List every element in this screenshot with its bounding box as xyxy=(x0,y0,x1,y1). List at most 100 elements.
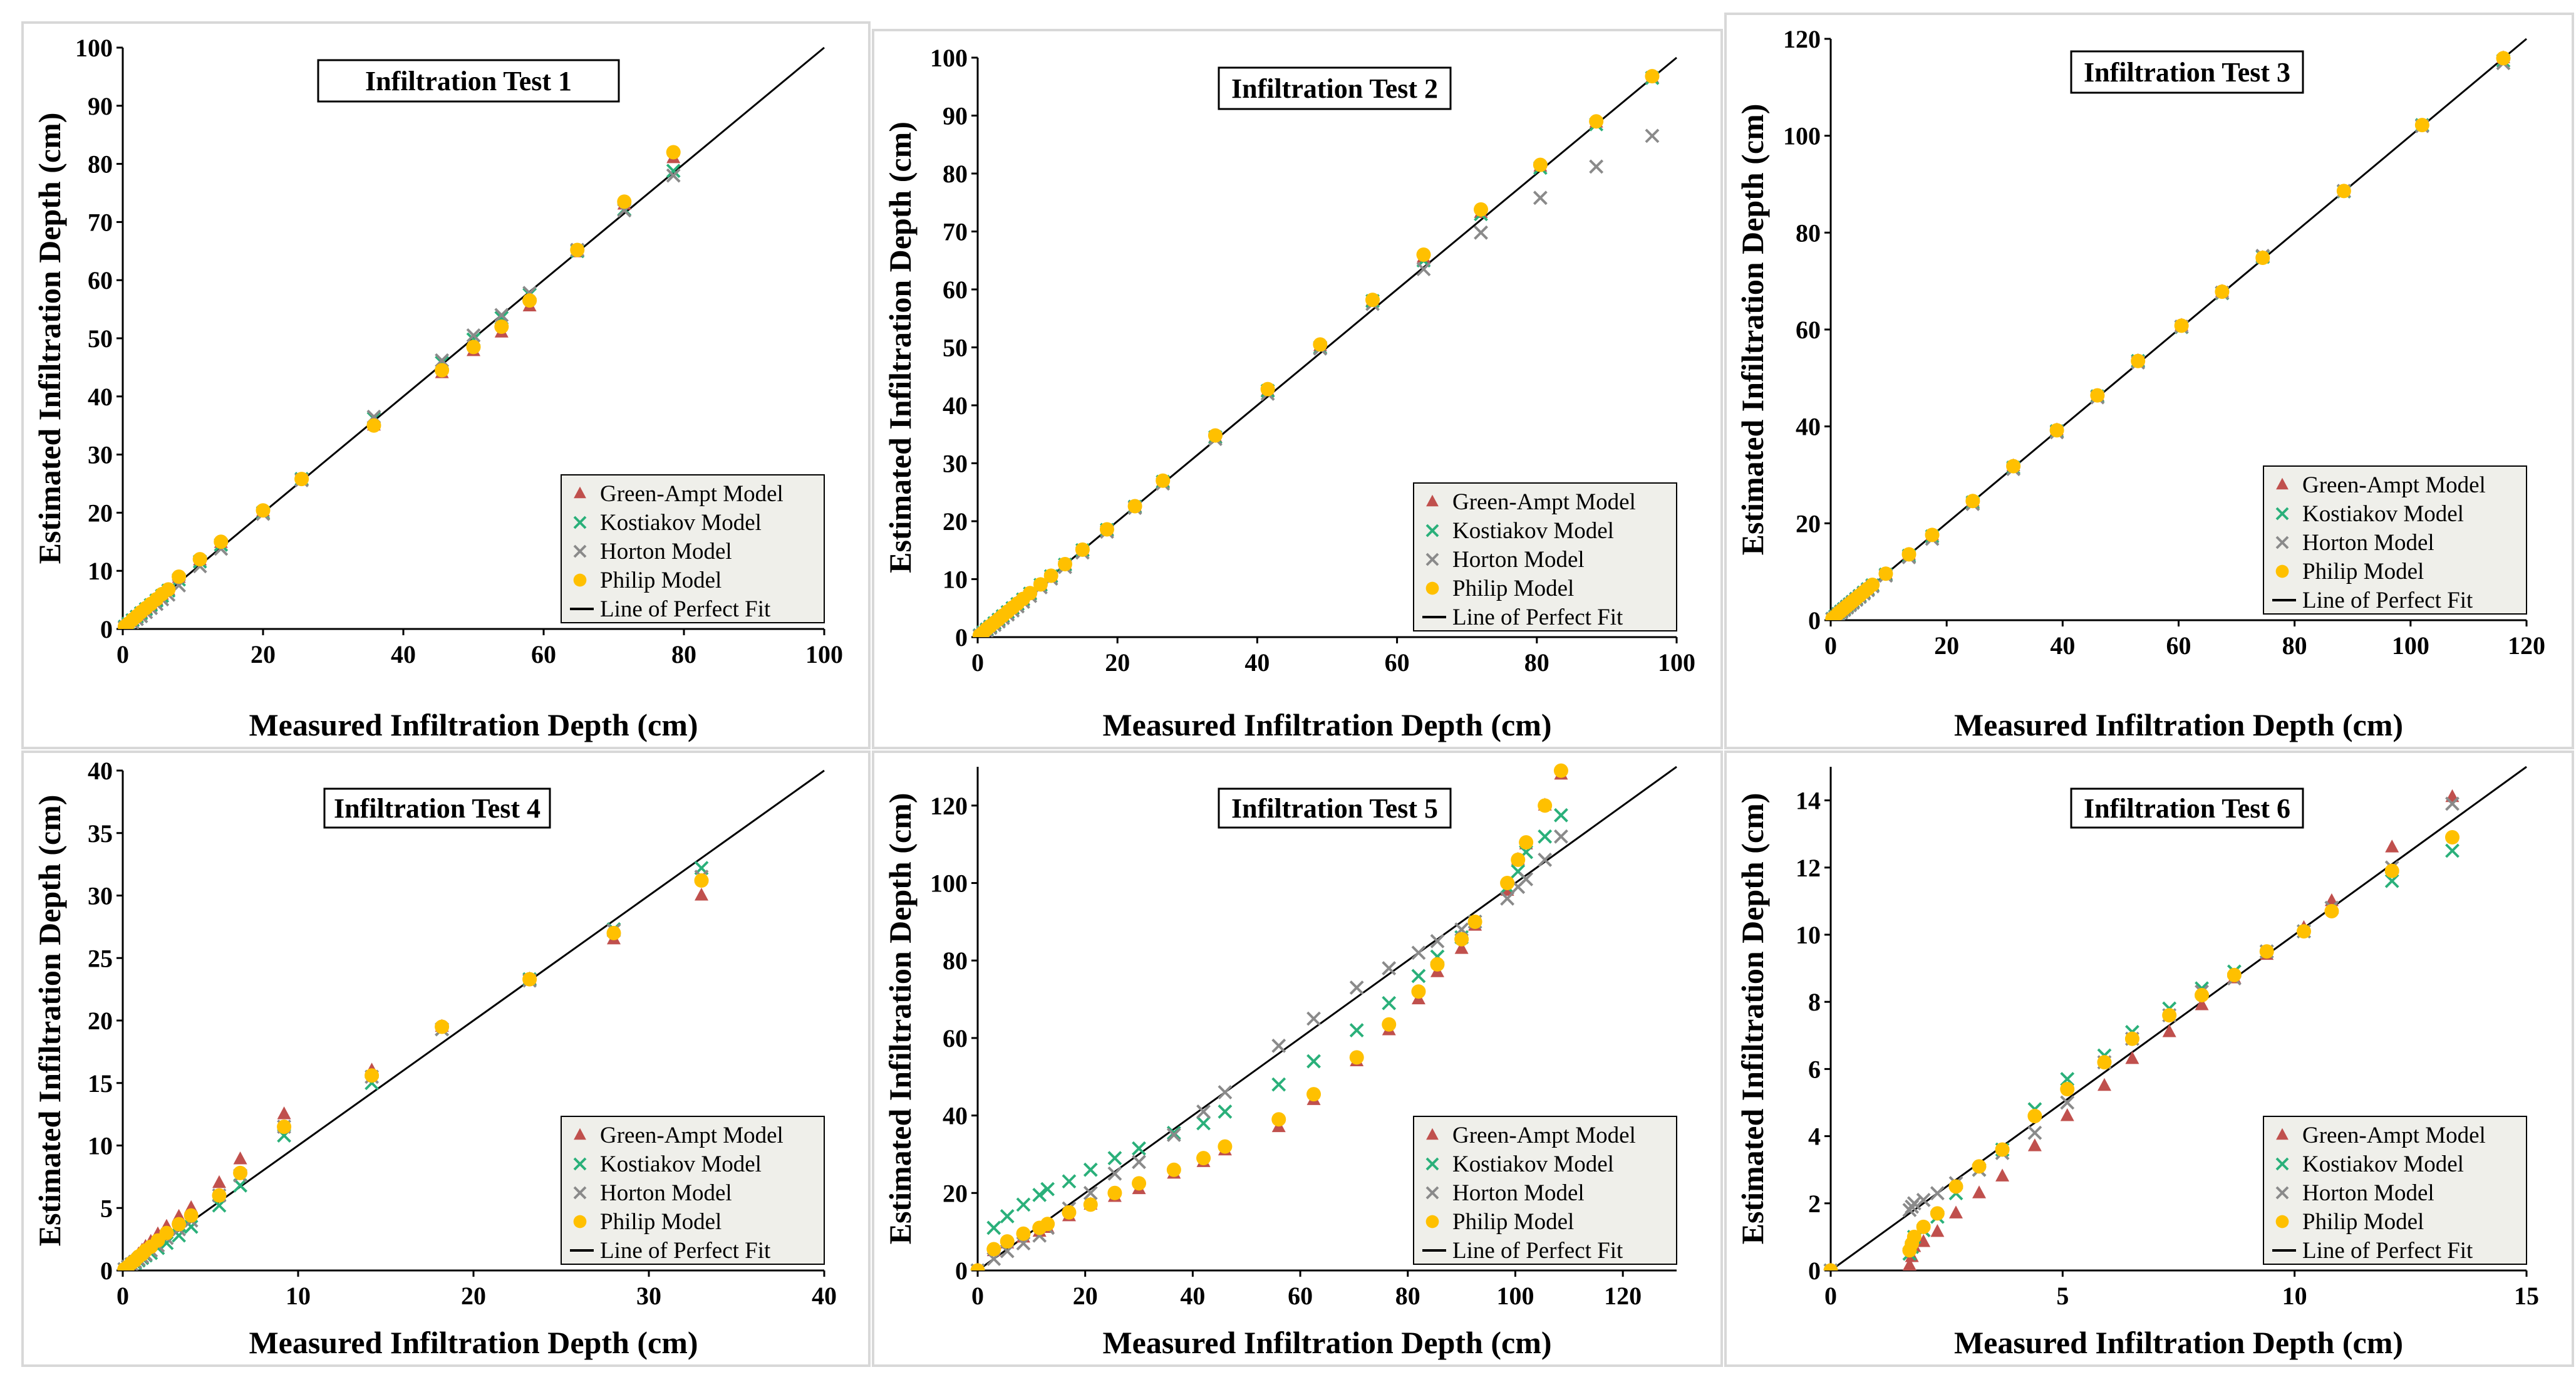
y-tick-label: 100 xyxy=(1783,122,1821,150)
x-tick-label: 60 xyxy=(2166,631,2191,660)
data-point-stroke-b xyxy=(1132,1141,1146,1156)
data-point-stroke-b xyxy=(1430,933,1445,948)
data-point xyxy=(1519,835,1534,850)
legend-marker-ho xyxy=(573,1186,587,1200)
data-point xyxy=(986,1242,1001,1257)
data-point xyxy=(2162,1024,2176,1037)
data-point xyxy=(1107,1151,1122,1166)
legend-label: Line of Perfect Fit xyxy=(2302,1238,2473,1264)
y-tick-label: 70 xyxy=(88,208,113,236)
data-point xyxy=(466,328,481,343)
data-point xyxy=(1127,499,1142,514)
data-point xyxy=(666,168,681,183)
data-point-stroke-b xyxy=(1107,1166,1122,1181)
legend-label: Horton Model xyxy=(600,539,732,564)
legend-marker-ko-stroke-b xyxy=(2275,507,2289,521)
data-point xyxy=(1132,1176,1147,1191)
data-point-stroke-b xyxy=(494,308,509,323)
data-point-stroke-b xyxy=(1589,159,1604,174)
y-axis-title: Estimated Infiltration Depth (cm) xyxy=(32,113,67,564)
x-tick-label: 40 xyxy=(1244,648,1270,677)
legend-label: Philip Model xyxy=(1452,1209,1574,1235)
line-of-perfect-fit xyxy=(977,56,1677,638)
data-point xyxy=(1382,1017,1397,1032)
line-of-perfect-fit xyxy=(1830,766,2527,1272)
legend-label: Horton Model xyxy=(600,1180,732,1206)
data-point xyxy=(1411,984,1426,999)
y-tick-label: 20 xyxy=(88,1007,113,1035)
data-point-stroke-b xyxy=(1306,1011,1321,1026)
y-tick-label: 35 xyxy=(88,819,113,848)
legend-marker-ho xyxy=(1425,1186,1439,1200)
data-point-stroke-b xyxy=(1166,1128,1181,1142)
data-point xyxy=(2445,843,2460,858)
legend-label: Kostiakov Model xyxy=(2302,1151,2464,1177)
y-tick-label: 10 xyxy=(88,557,113,585)
data-point-stroke-b xyxy=(172,1228,187,1243)
data-point xyxy=(2384,863,2399,878)
y-tick-label: 60 xyxy=(943,1024,968,1052)
data-point-stroke-b xyxy=(1538,853,1553,867)
data-point xyxy=(1040,1182,1055,1197)
data-point-stroke-b xyxy=(1382,961,1397,976)
data-point xyxy=(1538,798,1553,813)
y-tick-label: 20 xyxy=(88,499,113,527)
data-point xyxy=(522,293,537,308)
legend-label: Philip Model xyxy=(2302,1209,2424,1235)
legend-label: Kostiakov Model xyxy=(1452,1151,1614,1177)
legend-marker-ho-stroke-b xyxy=(2275,536,2289,549)
x-axis-title: Measured Infiltration Depth (cm) xyxy=(249,707,698,742)
x-tick-label: 100 xyxy=(2392,631,2429,660)
data-point xyxy=(1196,1104,1211,1119)
data-point xyxy=(365,1068,380,1083)
data-point xyxy=(2255,251,2270,266)
legend-label: Green-Ampt Model xyxy=(2302,472,2486,498)
data-point-stroke-b xyxy=(1000,1209,1015,1223)
chart-panel-test-4: 0 5 10 15 20 25 30 35 40 0 10 20 30 40 Measured Infilt… xyxy=(21,751,871,1367)
data-point xyxy=(2414,118,2429,133)
data-point xyxy=(1107,1185,1122,1200)
data-point-stroke-b xyxy=(1271,1077,1286,1092)
data-point-stroke-b xyxy=(1032,1187,1047,1202)
data-point xyxy=(2162,1008,2177,1023)
line-of-perfect-fit xyxy=(977,766,1677,1272)
chart-svg: 0 10 20 30 40 50 60 70 80 90 100 0 20 40 60 80 100 Measur… xyxy=(882,44,1695,742)
data-point-stroke-b xyxy=(2445,796,2460,811)
legend-box xyxy=(1413,1116,1677,1265)
data-point-stroke-b xyxy=(1411,945,1426,960)
data-point-stroke-b xyxy=(1382,995,1397,1010)
data-point-stroke-b xyxy=(1016,1197,1031,1212)
x-tick-label: 60 xyxy=(531,640,556,668)
x-tick-label: 120 xyxy=(2508,631,2545,660)
chart-panel-test-2: 0 10 20 30 40 50 60 70 80 90 100 0 20 40 60 80 100 Measur… xyxy=(872,29,1723,749)
data-point-stroke-b xyxy=(1554,808,1568,823)
x-axis-title: Measured Infiltration Depth (cm) xyxy=(249,1325,698,1360)
data-point xyxy=(694,873,709,888)
chart-title: Infiltration Test 3 xyxy=(2084,57,2290,88)
legend-marker-ph xyxy=(573,1215,587,1229)
data-point xyxy=(1972,1185,1987,1198)
data-point xyxy=(1538,829,1553,844)
legend-box xyxy=(2263,1116,2527,1265)
legend-marker-ga xyxy=(574,486,586,499)
data-point xyxy=(570,242,585,257)
data-point xyxy=(1902,1257,1916,1270)
x-tick-label: 100 xyxy=(805,640,843,668)
data-point xyxy=(1016,1197,1031,1212)
data-point xyxy=(2259,944,2274,959)
data-point xyxy=(1306,1054,1321,1069)
x-tick-label: 60 xyxy=(1385,648,1410,677)
data-point xyxy=(1365,293,1380,308)
data-point xyxy=(1519,871,1534,886)
data-point xyxy=(1554,829,1568,844)
y-tick-label: 80 xyxy=(1796,219,1821,247)
data-point xyxy=(2227,967,2242,982)
legend-label: Line of Perfect Fit xyxy=(600,596,771,622)
data-point xyxy=(1156,473,1171,488)
chart-title: Infiltration Test 5 xyxy=(1231,793,1438,824)
chart-title-box xyxy=(317,59,620,103)
x-tick-label: 0 xyxy=(1824,1282,1837,1310)
y-tick-label: 8 xyxy=(1808,988,1821,1016)
data-point xyxy=(1083,1197,1098,1212)
data-point xyxy=(1474,225,1488,240)
